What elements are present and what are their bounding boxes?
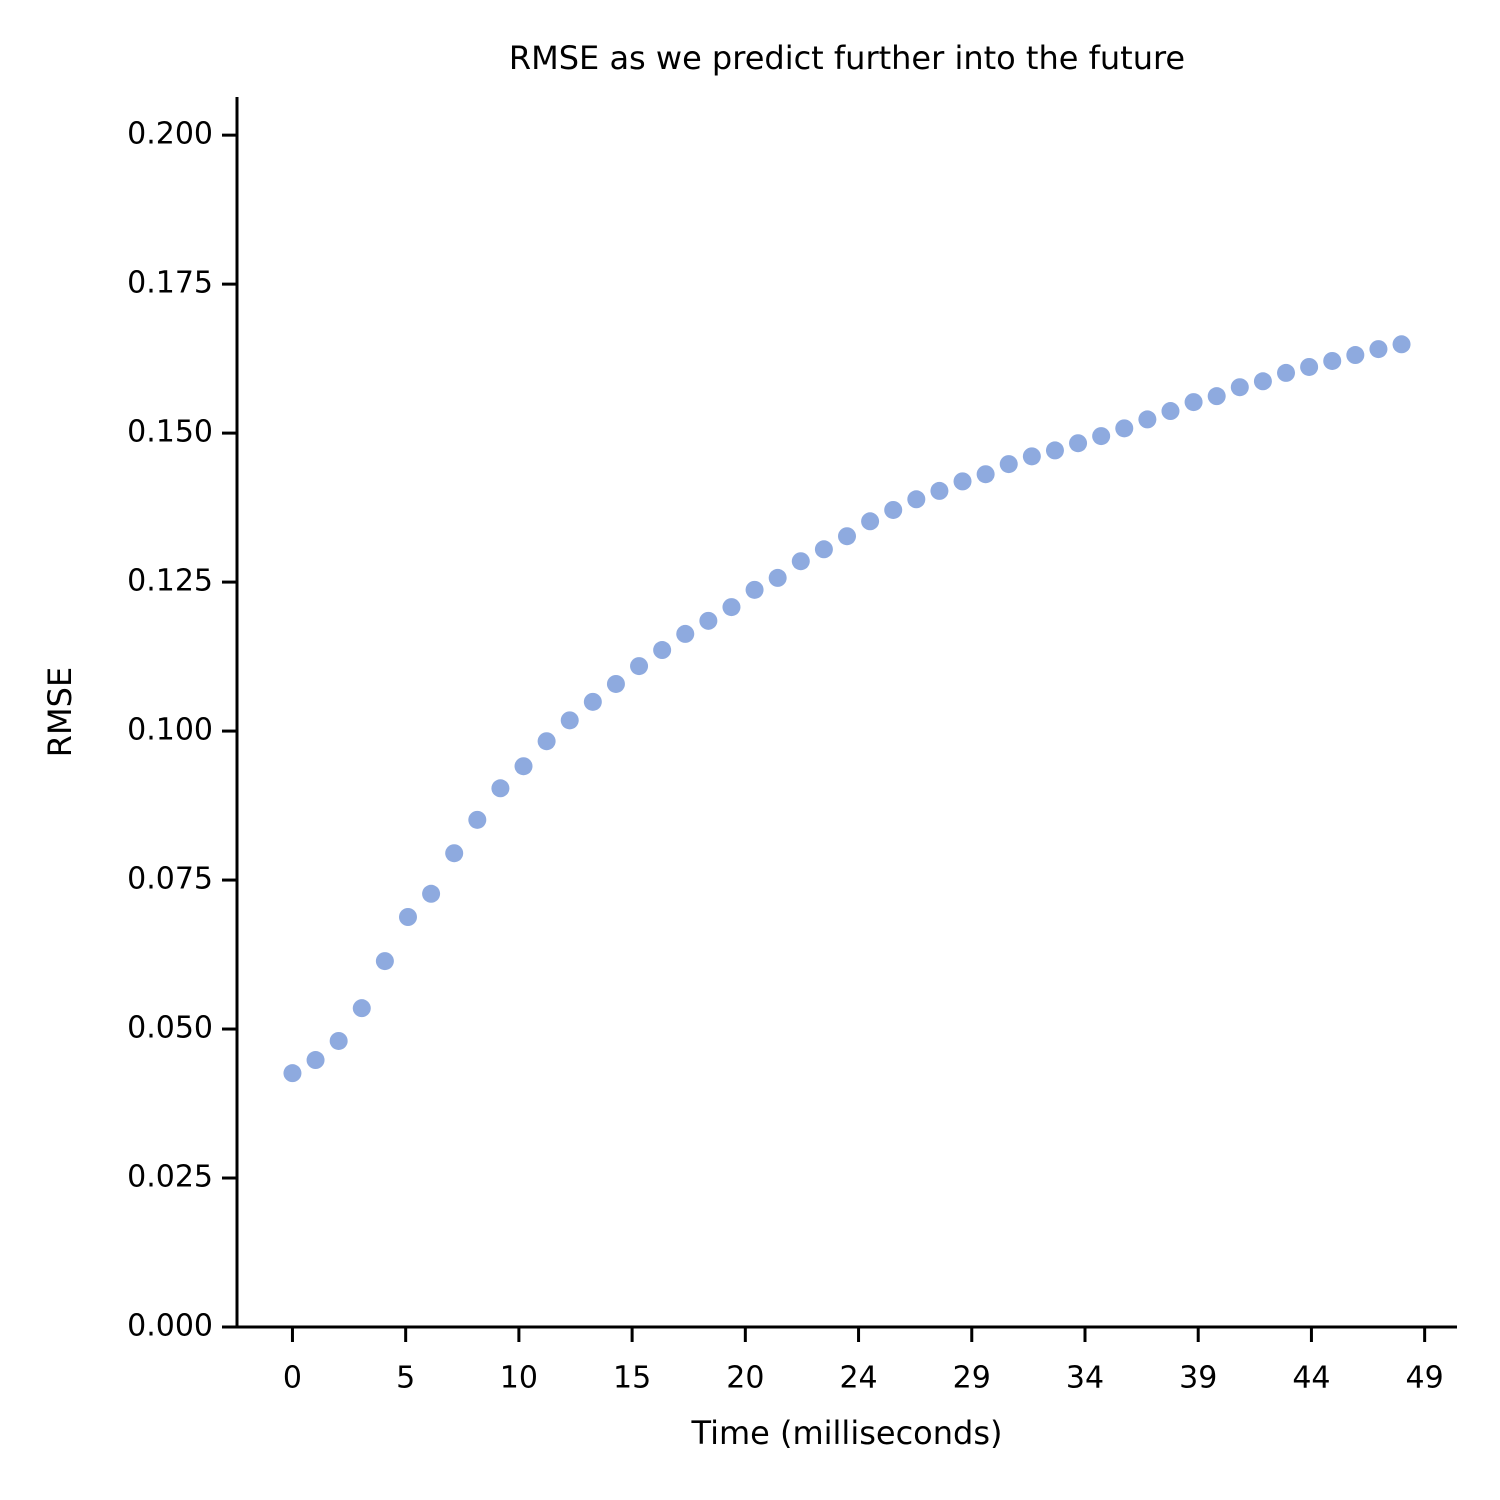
point	[1369, 340, 1388, 359]
point	[1300, 357, 1319, 376]
point	[791, 552, 810, 571]
point	[606, 674, 625, 693]
point	[445, 844, 464, 863]
point	[768, 568, 787, 587]
point	[930, 481, 949, 500]
x-tick-label: 5	[396, 1361, 415, 1396]
x-tick-label: 39	[1179, 1361, 1217, 1396]
point	[1253, 372, 1272, 391]
point	[306, 1051, 325, 1070]
y-tick-label: 0.075	[127, 862, 213, 897]
y-tick-label: 0.100	[127, 713, 213, 748]
y-tick-label: 0.150	[127, 415, 213, 450]
point	[976, 465, 995, 484]
point	[1069, 434, 1088, 453]
x-axis-label: Time (milliseconds)	[691, 1414, 1003, 1452]
y-tick-label: 0.200	[127, 117, 213, 152]
point	[329, 1031, 348, 1050]
point	[814, 540, 833, 559]
point	[1277, 363, 1296, 382]
point	[422, 884, 441, 903]
y-tick-label: 0.025	[127, 1160, 213, 1195]
y-tick-label: 0.125	[127, 564, 213, 599]
point	[583, 692, 602, 711]
point	[999, 455, 1018, 474]
point	[907, 490, 926, 509]
point	[884, 500, 903, 519]
point	[398, 908, 417, 926]
point	[1392, 335, 1411, 354]
x-tick-label: 15	[613, 1361, 651, 1396]
x-tick-label: 10	[500, 1361, 538, 1396]
point	[1115, 419, 1134, 438]
x-tick-label: 24	[839, 1361, 877, 1396]
point	[1022, 447, 1041, 466]
x-tick-label: 0	[283, 1361, 302, 1396]
point	[514, 757, 533, 776]
point	[560, 711, 579, 730]
point	[375, 952, 394, 971]
point	[1346, 346, 1365, 365]
x-tick-label: 44	[1292, 1361, 1330, 1396]
point	[1092, 427, 1111, 446]
point	[283, 1064, 302, 1083]
point	[722, 598, 741, 617]
x-tick-label: 29	[953, 1361, 991, 1396]
point	[630, 657, 649, 676]
point	[537, 732, 556, 751]
point	[352, 999, 371, 1018]
point	[1045, 441, 1064, 460]
point	[838, 527, 856, 546]
point	[1207, 387, 1226, 406]
y-tick-label: 0.175	[127, 266, 213, 301]
x-tick-label: 49	[1406, 1361, 1444, 1396]
point	[1184, 393, 1203, 412]
y-tick-label: 0.000	[127, 1309, 213, 1344]
chart-title: RMSE as we predict further into the futu…	[509, 39, 1185, 77]
point	[1323, 351, 1342, 370]
x-tick-label: 34	[1066, 1361, 1104, 1396]
point	[1161, 402, 1180, 421]
point	[699, 611, 718, 630]
y-tick-label: 0.050	[127, 1011, 213, 1046]
point	[653, 641, 672, 660]
point	[953, 472, 972, 491]
y-axis-label: RMSE	[41, 667, 79, 757]
point	[676, 624, 695, 643]
point	[745, 580, 764, 599]
point	[468, 810, 487, 829]
point	[861, 512, 880, 531]
point	[1230, 378, 1249, 397]
point	[1138, 410, 1157, 429]
point	[491, 779, 510, 798]
x-tick-label: 20	[726, 1361, 764, 1396]
